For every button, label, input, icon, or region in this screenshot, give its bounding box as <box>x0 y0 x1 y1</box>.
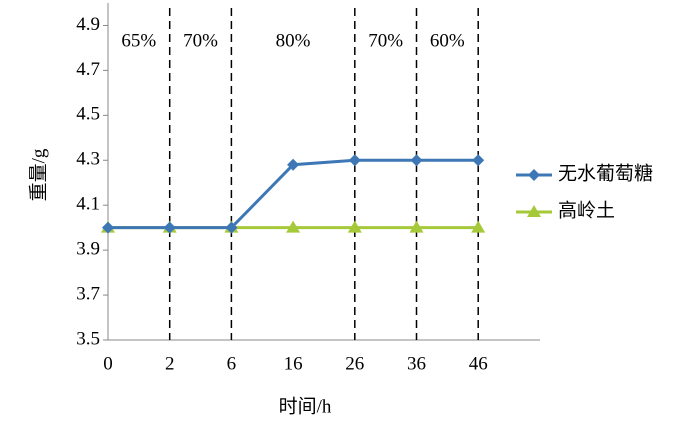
legend-label: 高岭土 <box>558 199 615 221</box>
y-tick-label: 4.5 <box>76 104 100 125</box>
legend-marker <box>528 169 540 181</box>
y-tick-label: 3.7 <box>76 283 100 304</box>
x-tick-label: 16 <box>284 353 303 374</box>
annotation: 60% <box>430 30 465 51</box>
x-tick-label: 36 <box>407 353 426 374</box>
y-tick-label: 4.9 <box>76 14 100 35</box>
point <box>163 221 176 234</box>
y-axis-title: 重量/g <box>27 148 49 201</box>
annotation: 70% <box>183 30 218 51</box>
point <box>471 220 486 233</box>
point <box>348 154 361 167</box>
y-tick-label: 4.3 <box>76 149 100 170</box>
y-tick-label: 3.9 <box>76 238 100 259</box>
y-tick-label: 4.7 <box>76 59 100 80</box>
legend-label: 无水葡萄糖 <box>558 162 653 184</box>
y-tick-label: 4.1 <box>76 194 100 215</box>
point <box>286 220 301 233</box>
annotation: 65% <box>121 30 156 51</box>
y-tick-label: 3.5 <box>76 328 100 349</box>
x-axis-title: 时间/h <box>279 395 332 417</box>
x-tick-label: 46 <box>469 353 488 374</box>
point <box>410 154 423 167</box>
x-tick-label: 26 <box>345 353 364 374</box>
point <box>287 158 300 171</box>
point <box>472 154 485 167</box>
x-tick-label: 2 <box>165 353 175 374</box>
point <box>409 220 424 233</box>
legend-marker <box>527 205 541 217</box>
x-tick-label: 6 <box>227 353 237 374</box>
x-tick-label: 0 <box>103 353 113 374</box>
point <box>347 220 362 233</box>
annotation: 80% <box>276 30 311 51</box>
point <box>225 221 238 234</box>
point <box>102 221 114 234</box>
annotation: 70% <box>368 30 403 51</box>
